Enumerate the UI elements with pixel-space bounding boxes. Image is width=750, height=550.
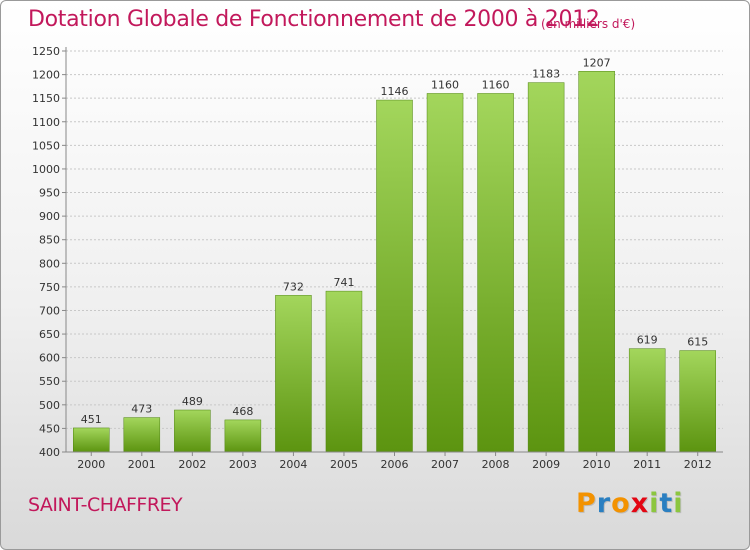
chart-title: Dotation Globale de Fonctionnement de 20… bbox=[28, 7, 600, 32]
bar-value-label: 1183 bbox=[532, 68, 560, 81]
proxiti-logo[interactable]: Proxiti bbox=[576, 488, 684, 519]
y-tick-label: 700 bbox=[39, 304, 60, 317]
bar bbox=[578, 71, 615, 453]
y-tick-label: 650 bbox=[39, 328, 60, 341]
x-axis-ticks: 2000 2001 2002 2003 2004 2005 2006 2007 2008 2009… bbox=[77, 452, 712, 471]
bar-value-label: 741 bbox=[333, 276, 354, 289]
y-tick-label: 1100 bbox=[32, 116, 60, 129]
y-tick-label: 1200 bbox=[32, 69, 60, 82]
logo-letter: i bbox=[673, 488, 684, 519]
bar bbox=[426, 93, 464, 453]
x-tick-label: 2009 bbox=[532, 458, 560, 471]
x-tick-label: 2002 bbox=[178, 458, 206, 471]
chart-unit-note: (en milliers d'€) bbox=[541, 17, 636, 31]
y-tick-label: 850 bbox=[39, 234, 60, 247]
y-tick-label: 550 bbox=[39, 375, 60, 388]
logo-letter: x bbox=[630, 488, 650, 519]
logo-letter: P bbox=[576, 488, 597, 519]
bar bbox=[325, 290, 363, 453]
logo-letter: o bbox=[611, 488, 631, 519]
bar-value-label: 615 bbox=[687, 336, 708, 349]
x-tick-label: 2008 bbox=[482, 458, 510, 471]
logo-letter: t bbox=[659, 488, 674, 519]
bar-value-label: 732 bbox=[283, 280, 304, 293]
x-tick-label: 2010 bbox=[583, 458, 611, 471]
y-tick-label: 1050 bbox=[32, 139, 60, 152]
y-tick-label: 450 bbox=[39, 422, 60, 435]
x-tick-label: 2000 bbox=[77, 458, 105, 471]
y-tick-label: 500 bbox=[39, 399, 60, 412]
x-tick-label: 2001 bbox=[128, 458, 156, 471]
bar bbox=[123, 417, 161, 453]
bar bbox=[73, 427, 110, 453]
bar-value-label: 473 bbox=[131, 403, 152, 416]
x-tick-label: 2007 bbox=[431, 458, 459, 471]
y-tick-label: 800 bbox=[39, 257, 60, 270]
y-tick-label: 1000 bbox=[32, 163, 60, 176]
bar-value-label: 451 bbox=[81, 413, 102, 426]
x-tick-label: 2006 bbox=[381, 458, 409, 471]
y-axis-ticks: 400 450 500 550 600 650 700 750 800 850 900 950 1000… bbox=[32, 45, 66, 459]
bar-value-label: 1146 bbox=[381, 85, 409, 98]
bar-value-label: 468 bbox=[232, 405, 253, 418]
logo-letter: i bbox=[649, 488, 660, 519]
bars: 451 473 489 468 732 741 1146 1160 1160 1183 1207 61… bbox=[73, 56, 716, 453]
y-tick-label: 950 bbox=[39, 187, 60, 200]
x-tick-label: 2005 bbox=[330, 458, 358, 471]
axes bbox=[65, 47, 723, 453]
x-tick-label: 2003 bbox=[229, 458, 257, 471]
y-tick-label: 1150 bbox=[32, 92, 60, 105]
x-tick-label: 2011 bbox=[633, 458, 661, 471]
bar bbox=[679, 350, 716, 453]
bar bbox=[527, 82, 565, 453]
bar-value-label: 1207 bbox=[583, 56, 611, 69]
y-tick-label: 1250 bbox=[32, 45, 60, 58]
x-tick-label: 2012 bbox=[684, 458, 712, 471]
bar bbox=[275, 295, 312, 453]
y-tick-label: 400 bbox=[39, 446, 60, 459]
bar-value-label: 489 bbox=[182, 395, 203, 408]
commune-name: SAINT-CHAFFREY bbox=[28, 494, 183, 516]
y-tick-label: 600 bbox=[39, 352, 60, 365]
bar bbox=[628, 348, 666, 453]
bar bbox=[224, 419, 262, 453]
bar-value-label: 1160 bbox=[482, 78, 510, 91]
bar bbox=[477, 93, 514, 453]
bar-value-label: 619 bbox=[637, 334, 658, 347]
y-tick-label: 900 bbox=[39, 210, 60, 223]
y-tick-label: 750 bbox=[39, 281, 60, 294]
bar bbox=[174, 409, 211, 453]
x-tick-label: 2004 bbox=[279, 458, 307, 471]
logo-letter: r bbox=[596, 488, 612, 519]
bar-value-label: 1160 bbox=[431, 78, 459, 91]
bar bbox=[376, 99, 413, 453]
